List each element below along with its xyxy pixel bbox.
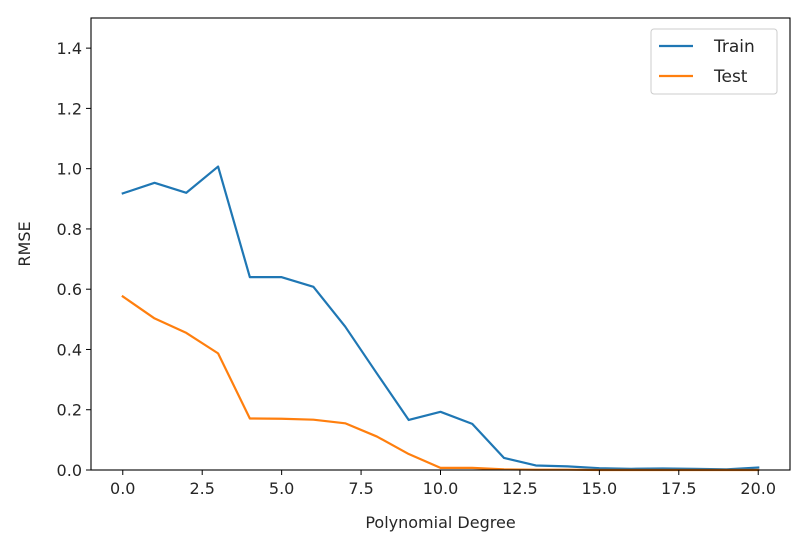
x-tick-label: 7.5 xyxy=(348,479,373,498)
x-tick-label: 15.0 xyxy=(582,479,618,498)
y-tick-label: 0.8 xyxy=(57,220,82,239)
x-tick-label: 0.0 xyxy=(110,479,135,498)
legend-label-test: Test xyxy=(713,67,748,87)
x-tick-label: 5.0 xyxy=(269,479,294,498)
x-tick-label: 10.0 xyxy=(423,479,459,498)
y-tick-label: 1.4 xyxy=(57,39,82,58)
y-tick-label: 0.0 xyxy=(57,461,82,480)
series-line-train xyxy=(121,165,760,471)
y-axis-label: RMSE xyxy=(15,221,34,266)
y-tick-label: 1.0 xyxy=(57,160,82,179)
axes: 0.0 2.5 5.0 7.5 10.0 12.5 15.0 17.5 20.0 0.0 0.2 0.… xyxy=(57,17,791,498)
x-tick-label: 20.0 xyxy=(740,479,776,498)
x-tick-label: 12.5 xyxy=(502,479,538,498)
y-tick-label: 0.4 xyxy=(57,340,82,359)
x-tick-label: 17.5 xyxy=(661,479,697,498)
y-tick-label: 0.2 xyxy=(57,401,82,420)
y-tick-label: 1.2 xyxy=(57,99,82,118)
y-tick-label: 0.6 xyxy=(57,280,82,299)
legend-label-train: Train xyxy=(713,37,755,57)
x-tick-label: 2.5 xyxy=(189,479,214,498)
legend: Train Test xyxy=(650,28,778,95)
x-axis-label: Polynomial Degree xyxy=(365,513,515,532)
